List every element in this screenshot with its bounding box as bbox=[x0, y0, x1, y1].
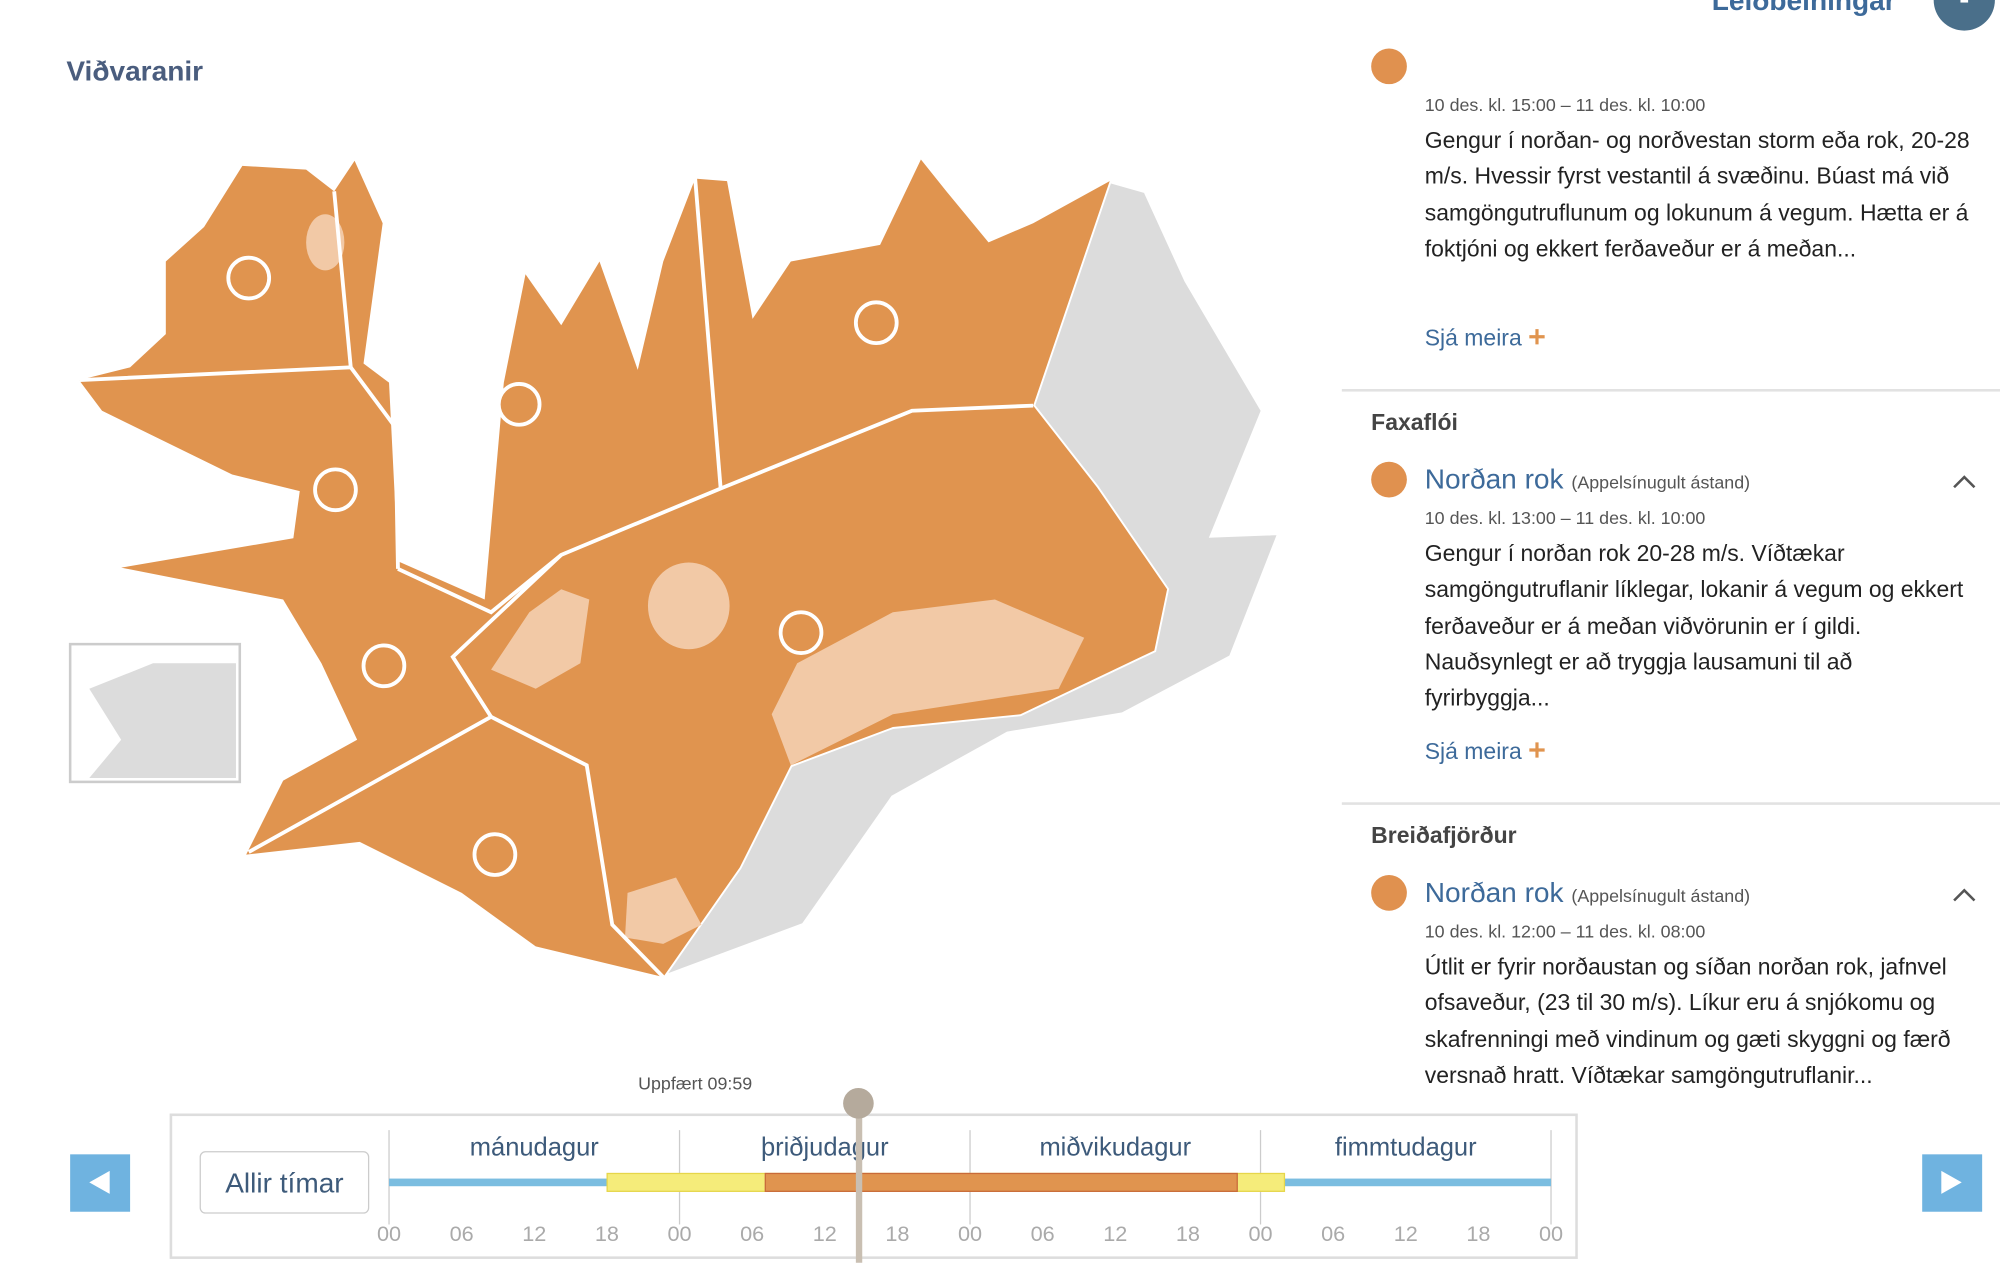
plus-icon bbox=[1529, 329, 1545, 345]
warning-time: 10 des. kl. 12:00 – 11 des. kl. 08:00 bbox=[1424, 920, 1706, 942]
hour-label: 18 bbox=[1176, 1221, 1200, 1246]
warning-title[interactable]: Norðan rok (Appelsínugult ástand) bbox=[1425, 463, 1750, 496]
warning-name[interactable]: Norðan rok bbox=[1424, 463, 1564, 495]
next-arrow bbox=[1941, 1170, 1962, 1194]
timeline: Uppfært 09:59 Allir tímar 00 06 12 18 00 06 12… bbox=[70, 1073, 1983, 1263]
warning-map bbox=[68, 159, 1283, 981]
separator bbox=[1341, 389, 2000, 392]
inset-land bbox=[89, 663, 236, 779]
prev-arrow bbox=[89, 1170, 110, 1194]
see-more[interactable]: Sjá meira bbox=[1425, 325, 1546, 352]
day-label: mánudagur bbox=[470, 1134, 600, 1162]
warning-title[interactable]: Norðan rok (Appelsínugult ástand) bbox=[1425, 876, 1750, 909]
warning-icons[interactable] bbox=[226, 255, 899, 877]
hour-label: 18 bbox=[885, 1221, 909, 1246]
day-label: þriðjudagur bbox=[761, 1134, 889, 1162]
info-icon[interactable] bbox=[1932, 0, 1996, 32]
page-title: Viðvaranir bbox=[66, 54, 204, 87]
orange-period bbox=[764, 1172, 1238, 1192]
warning-icon bbox=[1371, 874, 1407, 911]
warning-text: Gengur í norðan rok 20-28 m/s. Víðtækar … bbox=[1424, 540, 1964, 711]
region-borders bbox=[78, 178, 1034, 979]
day-label: miðvikudagur bbox=[1039, 1134, 1191, 1162]
region-name: Faxaflói bbox=[1371, 409, 1458, 435]
hour-label: 00 bbox=[1539, 1221, 1563, 1246]
see-more-text[interactable]: Sjá meira bbox=[1424, 325, 1522, 351]
hour-label: 00 bbox=[958, 1221, 982, 1246]
help-link[interactable]: Leiðbeiningar bbox=[1711, 0, 1896, 17]
glaciers bbox=[306, 214, 1085, 944]
updated-label: Uppfært 09:59 bbox=[638, 1073, 752, 1093]
warning-time: 10 des. kl. 13:00 – 11 des. kl. 10:00 bbox=[1424, 507, 1706, 529]
all-times-label[interactable]: Allir tímar bbox=[225, 1168, 343, 1199]
see-more[interactable]: Sjá meira bbox=[1425, 739, 1546, 766]
warning-level: (Appelsínugult ástand) bbox=[1571, 885, 1751, 906]
hour-label: 12 bbox=[813, 1221, 837, 1246]
hour-label: 06 bbox=[740, 1221, 764, 1246]
see-more-text[interactable]: Sjá meira bbox=[1424, 738, 1522, 765]
plus-icon bbox=[1529, 742, 1545, 758]
all-times-button[interactable] bbox=[199, 1151, 370, 1214]
collapse-chevron[interactable] bbox=[1952, 885, 1978, 903]
hour-label: 12 bbox=[1394, 1221, 1418, 1246]
hour-label: 12 bbox=[1103, 1221, 1127, 1246]
hour-label: 06 bbox=[450, 1221, 474, 1246]
hour-label: 00 bbox=[1248, 1221, 1272, 1246]
time-cursor[interactable] bbox=[855, 1109, 863, 1263]
region-name: Breiðafjörður bbox=[1371, 822, 1517, 849]
hour-label: 06 bbox=[1321, 1221, 1345, 1246]
warning-name[interactable]: Norðan rok bbox=[1424, 876, 1564, 909]
hour-label: 00 bbox=[377, 1221, 401, 1246]
map-no-warning bbox=[658, 178, 1283, 981]
warning-text: Útlit er fyrir norðaustan og síðan norða… bbox=[1424, 954, 1951, 1088]
separator bbox=[1341, 802, 2000, 805]
hour-label: 00 bbox=[667, 1221, 691, 1246]
day-label: fimmtudagur bbox=[1335, 1134, 1477, 1162]
warning-icon bbox=[1371, 461, 1407, 498]
hour-label: 06 bbox=[1031, 1221, 1055, 1246]
hour-label: 18 bbox=[595, 1221, 619, 1246]
time-handle[interactable] bbox=[843, 1088, 874, 1119]
warning-level: (Appelsínugult ástand) bbox=[1571, 471, 1751, 493]
warning-time: 10 des. kl. 15:00 – 11 des. kl. 10:00 bbox=[1424, 94, 1706, 115]
hour-label: 12 bbox=[522, 1221, 546, 1246]
warning-text: Gengur í norðan- og norðvestan storm eða… bbox=[1424, 127, 1970, 262]
warning-icon bbox=[1371, 48, 1407, 85]
collapse-chevron[interactable] bbox=[1952, 472, 1978, 490]
hour-label: 18 bbox=[1466, 1221, 1490, 1246]
